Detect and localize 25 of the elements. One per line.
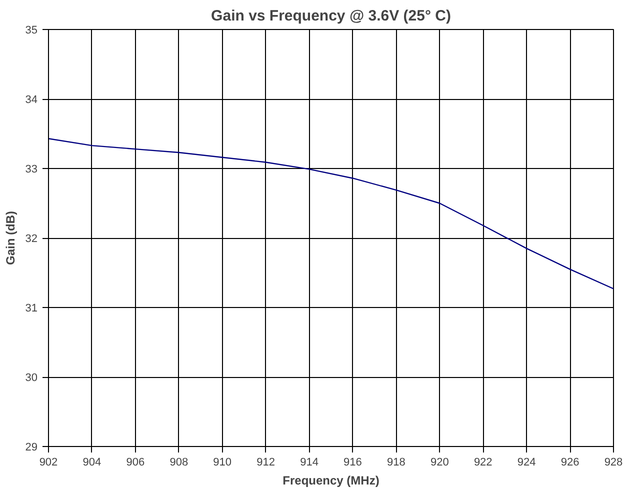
y-tick-label: 31: [25, 302, 38, 314]
x-tick-label: 922: [474, 456, 492, 468]
x-tick-label: 906: [126, 456, 145, 468]
y-tick-label: 33: [25, 164, 38, 176]
x-tick-label: 916: [344, 456, 362, 468]
x-tick-label: 920: [430, 456, 449, 468]
x-tick-label: 918: [387, 456, 406, 468]
x-tick-label: 924: [517, 456, 536, 468]
x-tick-label: 908: [170, 456, 188, 468]
y-tick-label: 32: [25, 233, 38, 245]
x-tick-label: 914: [300, 456, 318, 468]
y-axis-title: Gain (dB): [3, 210, 18, 265]
x-tick-label: 926: [560, 456, 580, 468]
y-tick-label: 34: [25, 94, 38, 106]
x-tick-label: 904: [82, 456, 102, 468]
x-tick-label: 902: [39, 456, 58, 468]
x-tick-label: 910: [213, 456, 232, 468]
x-axis-title: Frequency (MHz): [282, 474, 380, 488]
y-tick-label: 35: [25, 24, 38, 36]
y-tick-label: 30: [25, 372, 38, 384]
x-tick-label: 928: [604, 456, 623, 468]
x-tick-label: 912: [256, 456, 275, 468]
chart-title: Gain vs Frequency @ 3.6V (25° C): [211, 8, 451, 24]
y-tick-label: 29: [25, 442, 38, 454]
line-series: [48, 138, 614, 290]
